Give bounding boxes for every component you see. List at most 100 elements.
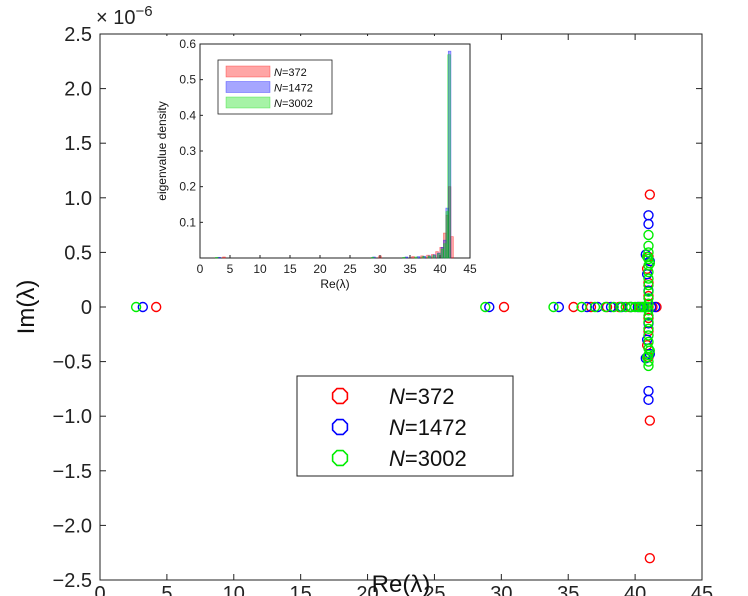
data-point-3002 xyxy=(130,301,142,313)
x-tick-label: 0 xyxy=(94,583,105,596)
x-axis-label: Re(λ) xyxy=(372,571,431,596)
inset-legend-value: =1472 xyxy=(282,83,313,95)
data-point-1472 xyxy=(553,301,565,313)
inset-legend-label-372: N=372 xyxy=(274,67,307,79)
x-tick-label: 5 xyxy=(161,583,172,596)
y-tick-label: 1.5 xyxy=(64,133,92,155)
x-tick-label: 30 xyxy=(490,583,512,596)
inset-y-tick-label: 0.5 xyxy=(179,73,196,87)
x-tick-label: 10 xyxy=(223,583,245,596)
inset-y-tick-label: 0.4 xyxy=(179,108,196,122)
data-point-3002 xyxy=(643,356,654,367)
data-point-3002 xyxy=(643,298,654,309)
data-point-1472 xyxy=(649,301,661,313)
inset-y-axis-label: eigenvalue density xyxy=(155,101,169,200)
data-point-3002 xyxy=(643,240,654,252)
data-point-3002 xyxy=(643,247,654,258)
histogram-bar-3002 xyxy=(445,211,449,259)
x-tick-label: 15 xyxy=(290,583,312,596)
histogram-bar-3002 xyxy=(427,255,431,259)
data-point-3002 xyxy=(644,258,656,269)
legend-marker-3002 xyxy=(331,449,349,467)
data-point-1472 xyxy=(581,301,593,313)
data-point-372 xyxy=(644,552,656,564)
histogram-bar-3002 xyxy=(432,255,436,259)
data-point-3002 xyxy=(643,310,654,321)
data-point-3002 xyxy=(643,349,654,361)
inset-y-tick-label: 0.3 xyxy=(179,144,196,158)
inset-x-tick-label: 15 xyxy=(283,262,297,276)
inset-legend-swatch-3002 xyxy=(225,96,271,109)
data-point-372 xyxy=(568,301,579,313)
legend-marker-1472 xyxy=(331,418,349,436)
data-point-3002 xyxy=(615,301,626,313)
inset-x-tick-label: 20 xyxy=(313,262,327,276)
data-point-3002 xyxy=(643,229,654,241)
inset-legend-value: =372 xyxy=(282,67,307,79)
inset-legend-value: =3002 xyxy=(282,98,313,110)
x-tick-label: 40 xyxy=(624,583,646,596)
y-tick-label: −1.0 xyxy=(53,406,92,428)
histogram-bar-3002 xyxy=(402,256,406,259)
inset-legend-label-1472: N=1472 xyxy=(274,83,313,95)
inset-legend-swatch-372 xyxy=(225,65,271,78)
histogram-bar-3002 xyxy=(371,256,375,259)
legend-variable: N xyxy=(389,384,405,409)
inset-legend-variable: N xyxy=(274,67,282,79)
data-point-3002 xyxy=(643,286,654,297)
data-point-1472 xyxy=(592,301,603,313)
data-point-3002 xyxy=(644,345,656,356)
y-axis-label: Im(λ) xyxy=(13,280,40,335)
inset-x-tick-label: 5 xyxy=(227,262,234,276)
inset-y-tick-label: 0.1 xyxy=(179,215,196,229)
data-point-3002 xyxy=(643,317,654,328)
y-tick-label: 0 xyxy=(81,297,92,319)
x-tick-label: 35 xyxy=(557,583,579,596)
y-tick-label: −2.0 xyxy=(53,515,92,537)
legend-label-1472: N=1472 xyxy=(389,415,467,440)
histogram-bar-3002 xyxy=(414,256,418,259)
histogram-bar-3002 xyxy=(215,256,219,259)
legend-variable: N xyxy=(389,415,405,440)
inset-x-tick-label: 45 xyxy=(463,262,477,276)
data-point-3002 xyxy=(643,279,654,291)
inset-x-tick-label: 35 xyxy=(403,262,417,276)
data-point-3002 xyxy=(643,323,654,335)
histogram-bar-3002 xyxy=(443,243,447,259)
inset-x-tick-label: 10 xyxy=(253,262,267,276)
data-point-3002 xyxy=(643,305,654,316)
data-point-3002 xyxy=(625,301,637,313)
legend-variable: N xyxy=(389,446,405,471)
y-tick-label: 0.5 xyxy=(64,242,92,264)
y-tick-label: −1.5 xyxy=(53,461,92,483)
x-tick-label: 20 xyxy=(356,583,378,596)
data-point-3002 xyxy=(643,253,654,265)
data-point-1472 xyxy=(643,394,654,406)
data-point-1472 xyxy=(137,301,149,313)
data-point-3002 xyxy=(643,293,654,304)
y-tick-label: 2.5 xyxy=(64,24,92,46)
data-point-1472 xyxy=(644,348,656,360)
data-point-3002 xyxy=(576,301,587,313)
x-tick-label: 25 xyxy=(423,583,445,596)
data-point-372 xyxy=(644,189,656,200)
y-axis-exponent: × 10−6 xyxy=(96,3,153,29)
data-point-372 xyxy=(150,301,162,313)
inset-x-tick-label: 30 xyxy=(373,262,387,276)
data-point-372 xyxy=(498,301,510,313)
inset-x-tick-label: 0 xyxy=(197,262,204,276)
exponent-power: −6 xyxy=(135,3,152,20)
inset-legend-variable: N xyxy=(274,83,282,95)
histogram-bar-3002 xyxy=(447,54,451,259)
data-point-3002 xyxy=(600,301,611,313)
legend-value: =1472 xyxy=(405,415,467,440)
data-point-1472 xyxy=(484,301,495,313)
inset-x-tick-label: 40 xyxy=(433,262,447,276)
legend-value: =3002 xyxy=(405,446,467,471)
inset-y-tick-label: 0.6 xyxy=(179,37,196,51)
histogram-bar-3002 xyxy=(421,256,425,259)
legend-label-3002: N=3002 xyxy=(389,446,467,471)
legend-label-372: N=372 xyxy=(389,384,454,409)
y-tick-label: 2.0 xyxy=(64,79,92,101)
